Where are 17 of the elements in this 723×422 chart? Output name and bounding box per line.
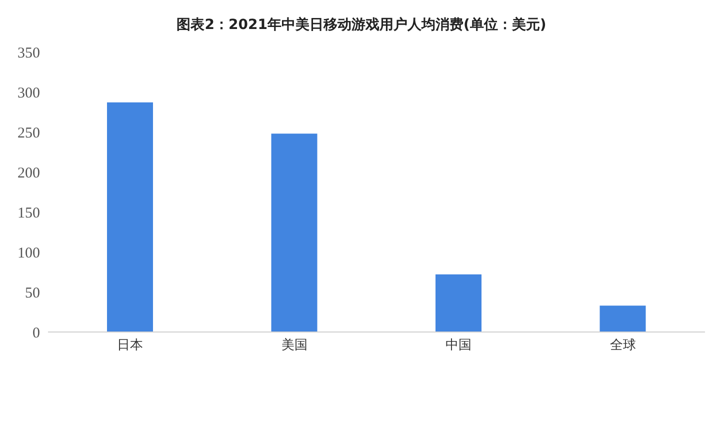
bar xyxy=(436,274,482,332)
bar xyxy=(600,306,646,332)
bar xyxy=(107,102,153,332)
y-tick-label: 200 xyxy=(18,165,40,182)
y-tick-label: 350 xyxy=(18,45,40,62)
chart-title: 图表2：2021年中美日移动游戏用户人均消费(单位：美元) xyxy=(176,16,548,35)
y-tick-label: 300 xyxy=(18,85,40,102)
x-tick-label: 美国 xyxy=(281,337,308,354)
x-tick-label: 日本 xyxy=(117,338,144,354)
x-tick-label: 全球 xyxy=(610,338,636,354)
y-tick-label: 50 xyxy=(25,285,40,302)
y-tick-label: 150 xyxy=(18,205,40,222)
bar xyxy=(271,134,318,332)
y-tick-label: 0 xyxy=(32,325,40,342)
y-tick-label: 100 xyxy=(18,245,40,262)
y-tick-label: 250 xyxy=(18,125,40,142)
x-tick-label: 中国 xyxy=(446,338,472,354)
